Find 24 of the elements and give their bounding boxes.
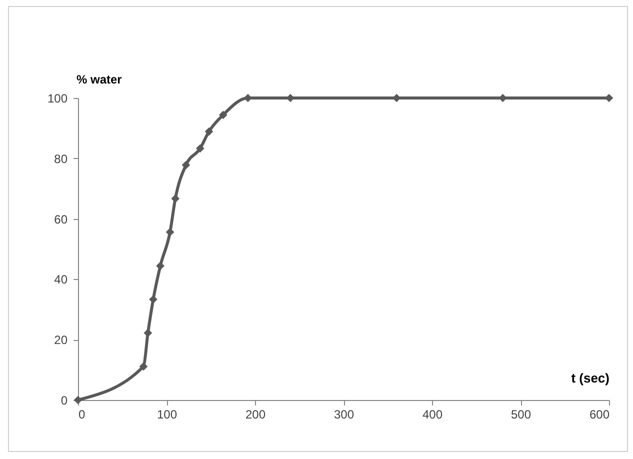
x-axis-title: t (sec) [571,370,610,386]
y-axis-title: % water [76,72,122,86]
point [218,110,228,120]
point [166,228,174,236]
y-tick-label: 60 [54,212,68,226]
point [139,362,148,371]
x-tick-label: 100 [156,408,178,422]
y-tick-label: 100 [47,92,68,106]
y-tick-label: 40 [54,272,68,287]
point [196,144,204,153]
point [171,194,180,203]
x-tick-label: 500 [510,408,532,422]
point [149,295,158,304]
point [182,160,190,170]
point [156,262,164,270]
x-tick-label: 300 [334,408,354,422]
y-tick-label: 80 [54,152,68,166]
x-tick-label: 0 [78,408,86,422]
x-tick-label: 600 [589,408,610,422]
y-tick-label: 0 [60,394,68,408]
y-tick-label: 20 [54,333,68,348]
x-tick-label: 400 [422,408,443,422]
point [204,127,214,136]
x-tick-label: 200 [245,408,266,422]
